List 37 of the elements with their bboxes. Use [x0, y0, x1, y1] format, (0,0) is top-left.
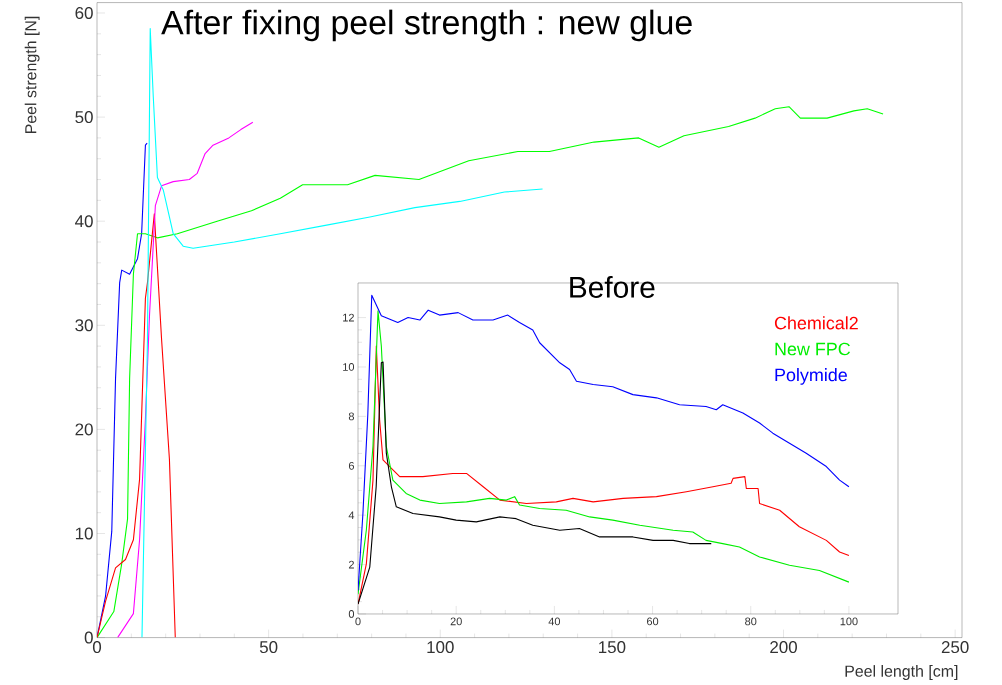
y-tick-label: 30	[75, 319, 93, 332]
line-series	[97, 106, 884, 638]
x-tick-label: 40	[548, 617, 561, 626]
y-tick-label: 2	[348, 560, 354, 569]
text: New FPC	[775, 342, 851, 356]
y-tick-label: 40	[75, 215, 93, 228]
y-tick-label: 8	[348, 412, 354, 421]
y-tick-label: 4	[348, 511, 355, 519]
x-tick-label: 100	[427, 641, 454, 654]
x-tick-label: 60	[647, 617, 659, 626]
y-tick-label: 12	[343, 313, 354, 322]
x-tick-label: 0	[92, 641, 102, 654]
x-tick-label: 20	[450, 617, 462, 626]
line-series	[358, 361, 712, 605]
y-tick-label: 0	[84, 631, 93, 644]
y-tick-label: 6	[348, 461, 354, 470]
chart-title: After fixing peel strength : new glue	[161, 9, 692, 42]
line-series	[117, 121, 254, 638]
y-tick-label: 10	[75, 527, 93, 540]
x-tick-label: 200	[770, 641, 797, 654]
y-axis-title: Peel strength [N]	[24, 16, 40, 134]
chart-title: Before	[570, 275, 655, 298]
x-axis-title: Peel length [cm]	[845, 665, 958, 680]
y-tick-label: 0	[348, 610, 355, 618]
line-series	[97, 213, 176, 638]
y-tick-label: 50	[75, 111, 93, 124]
x-tick-label: 250	[941, 641, 969, 654]
x-tick-label: 150	[599, 641, 626, 654]
y-tick-label: 20	[75, 423, 93, 436]
x-tick-label: 0	[355, 617, 361, 626]
y-tick-label: 60	[75, 7, 93, 19]
text: Chemical2	[774, 316, 858, 330]
y-tick-label: 10	[343, 363, 355, 371]
x-tick-label: 80	[745, 617, 757, 626]
x-tick-label: 50	[259, 641, 278, 654]
text: Polymide	[775, 368, 847, 385]
x-tick-label: 100	[840, 617, 858, 626]
